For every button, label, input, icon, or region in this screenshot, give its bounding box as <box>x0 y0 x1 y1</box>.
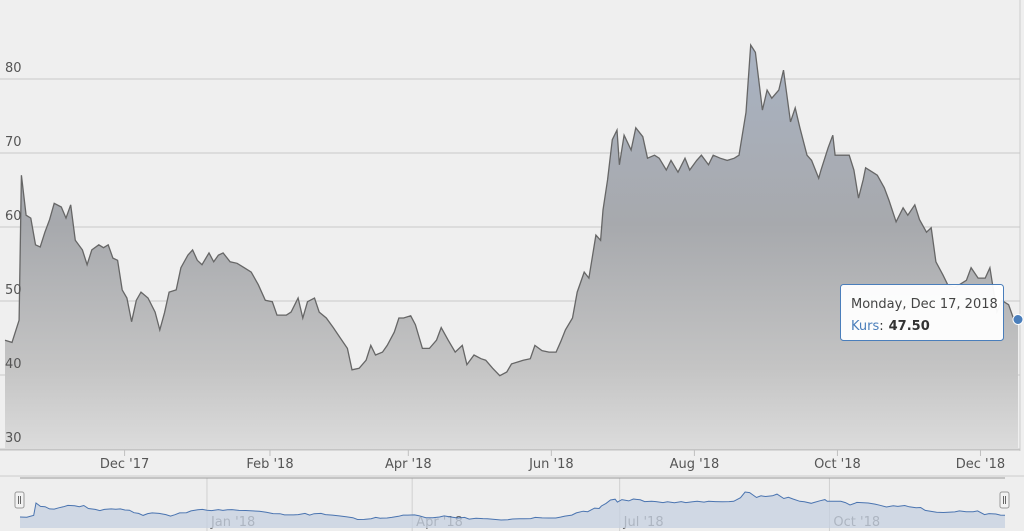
tooltip-value: Kurs: 47.50 <box>851 319 930 334</box>
y-tick-label: 40 <box>5 357 22 372</box>
x-tick-label: Feb '18 <box>246 457 293 472</box>
x-tick-label: Apr '18 <box>385 457 432 472</box>
tooltip-series-name: Kurs <box>851 319 879 334</box>
navigator-line <box>19 491 1006 521</box>
x-tick-label: Oct '18 <box>814 457 861 472</box>
tooltip-value-label: 47.50 <box>889 319 930 334</box>
area <box>5 45 1018 449</box>
x-tick-label: Jun '18 <box>528 457 574 472</box>
navigator-handle[interactable] <box>999 491 1010 509</box>
navigator-handle[interactable] <box>14 491 25 509</box>
line <box>4 42 1019 377</box>
tooltip-separator: : <box>879 319 883 334</box>
navigator-area <box>20 492 1005 528</box>
x-tick-label: Dec '18 <box>956 457 1005 472</box>
x-tick-label: Dec '17 <box>100 457 149 472</box>
x-tick-label: Aug '18 <box>670 457 720 472</box>
y-tick-label: 50 <box>5 283 22 298</box>
y-tick-label: 60 <box>5 209 22 224</box>
tooltip-box <box>840 284 1004 341</box>
y-tick-label: 80 <box>5 61 22 76</box>
hover-point <box>1012 314 1024 325</box>
y-tick-label: 70 <box>5 135 22 150</box>
tooltip-header: Monday, Dec 17, 2018 <box>851 297 998 312</box>
y-tick-label: 30 <box>5 431 22 446</box>
